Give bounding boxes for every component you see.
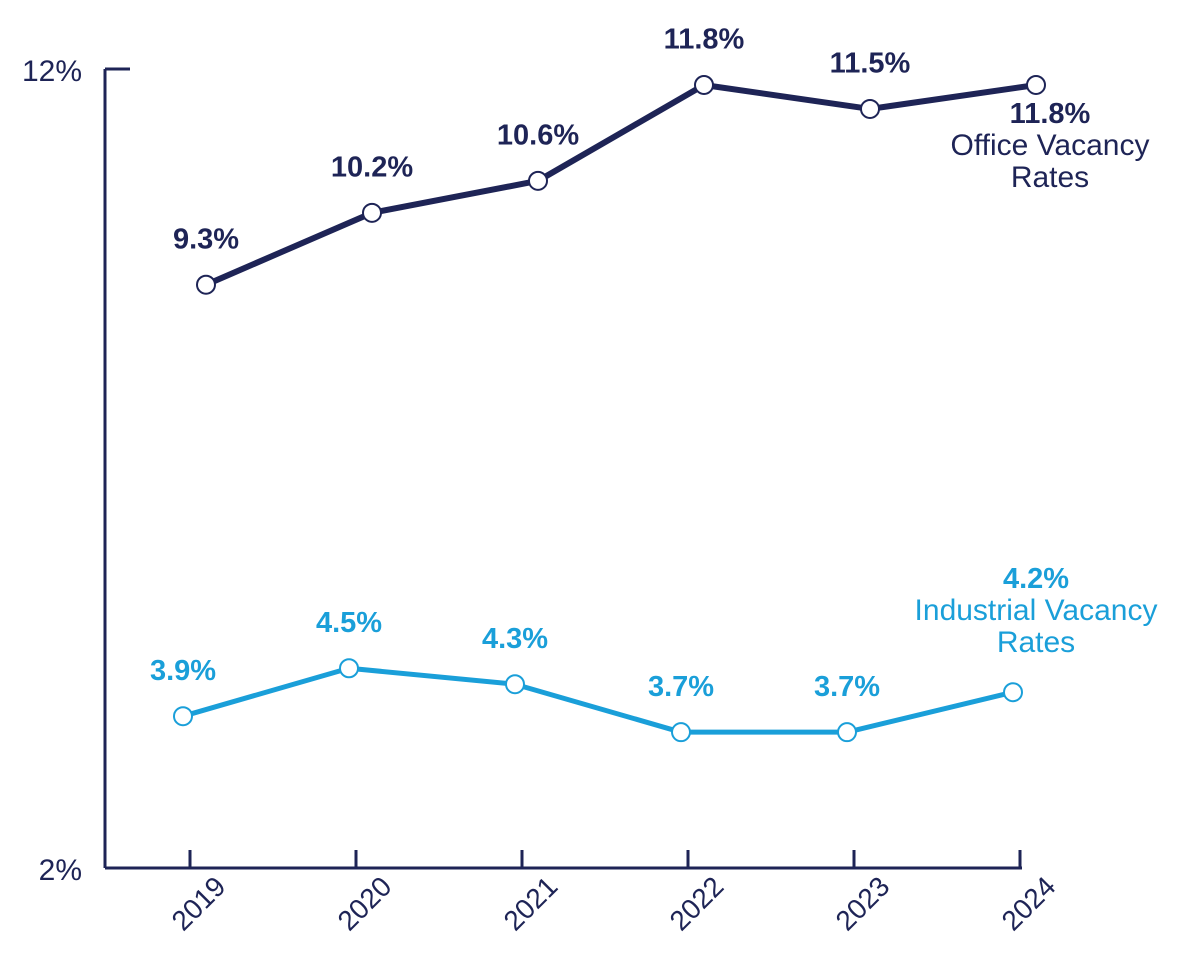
- value-label: 10.2%: [331, 151, 413, 183]
- series-line: [204, 81, 1037, 288]
- point: [1026, 74, 1046, 95]
- value-label: 9.3%: [173, 223, 239, 255]
- y-tick-label: 12%: [22, 55, 82, 88]
- point: [528, 170, 548, 191]
- point: [196, 274, 216, 295]
- value-label: 3.7%: [648, 671, 714, 703]
- x-tick-label: 2019: [166, 871, 232, 937]
- point: [339, 658, 359, 679]
- x-tick-label: 2020: [332, 871, 398, 937]
- y-tick-label: 2%: [39, 854, 82, 887]
- value-label: 10.6%: [497, 120, 579, 152]
- value-label: 11.5%: [830, 48, 911, 80]
- series-line: [182, 665, 1014, 735]
- point: [837, 722, 857, 743]
- point: [671, 722, 691, 743]
- series-label: 4.2% Industrial Vacancy Rates: [911, 563, 1161, 659]
- point: [505, 674, 525, 695]
- point: [860, 98, 880, 119]
- value-label: 11.8%: [664, 24, 745, 56]
- value-label: 3.9%: [150, 655, 216, 687]
- x-tick-label: 2022: [664, 871, 730, 937]
- series-label: 11.8% Office Vacancy Rates: [925, 98, 1175, 194]
- value-label: 4.5%: [316, 607, 382, 639]
- point: [1003, 682, 1023, 703]
- value-label: 3.7%: [814, 671, 880, 703]
- x-tick-label: 2023: [830, 871, 896, 937]
- value-label: 11.8%: [1009, 98, 1091, 130]
- value-label: 4.3%: [482, 623, 548, 655]
- point: [362, 202, 382, 223]
- x-tick-label: 2021: [498, 871, 564, 937]
- x-tick-label: 2024: [996, 871, 1062, 937]
- legend-entry: Industrial Vacancy Rates: [914, 594, 1158, 659]
- legend-entry: Office Vacancy Rates: [950, 129, 1150, 194]
- point: [173, 706, 193, 727]
- value-label: 4.2%: [1002, 563, 1070, 595]
- point: [694, 74, 714, 95]
